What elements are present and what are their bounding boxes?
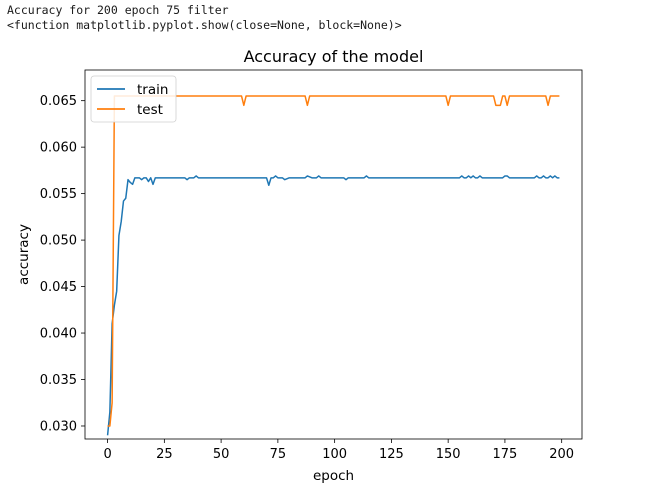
x-tick-label: 100	[322, 447, 347, 462]
x-tick-label: 150	[436, 447, 461, 462]
console-output: Accuracy for 200 epoch 75 filter <functio…	[7, 3, 402, 33]
series-line-test	[107, 95, 560, 427]
legend: train test	[90, 75, 177, 123]
y-tick-label: 0.045	[40, 280, 77, 295]
y-tick-label: 0.030	[40, 419, 77, 434]
legend-label-train: train	[137, 82, 168, 98]
axes-frame	[84, 69, 583, 440]
x-axis-ticks: 0 25 50 75 100 125 150 175 200	[103, 439, 574, 462]
y-tick-label: 0.040	[40, 327, 77, 342]
y-tick-label: 0.050	[40, 234, 77, 249]
x-tick-label: 25	[156, 447, 173, 462]
x-tick-label: 175	[493, 447, 518, 462]
y-tick-label: 0.035	[40, 373, 77, 388]
x-tick-label: 75	[270, 447, 287, 462]
x-tick-label: 125	[379, 447, 404, 462]
x-tick-label: 50	[213, 447, 230, 462]
chart-title: Accuracy of the model	[244, 47, 424, 66]
series-layer	[106, 95, 560, 436]
y-tick-label: 0.055	[40, 187, 77, 202]
legend-label-test: test	[137, 102, 163, 118]
y-tick-label: 0.060	[40, 141, 77, 156]
x-axis-label: epoch	[313, 468, 354, 484]
legend-box	[90, 75, 177, 123]
series-line-train	[106, 175, 560, 436]
x-tick-label: 200	[549, 447, 574, 462]
console-line-accuracy-info: Accuracy for 200 epoch 75 filter	[7, 3, 229, 17]
plot-area	[84, 69, 583, 440]
console-line-function-repr: <function matplotlib.pyplot.show(close=N…	[7, 18, 402, 32]
y-axis-label: accuracy	[16, 224, 32, 285]
y-tick-label: 0.065	[40, 94, 77, 109]
x-tick-label: 0	[103, 447, 111, 462]
y-axis-ticks: 0.030 0.035 0.040 0.045 0.050 0.055 0.060 0.065	[40, 94, 85, 434]
